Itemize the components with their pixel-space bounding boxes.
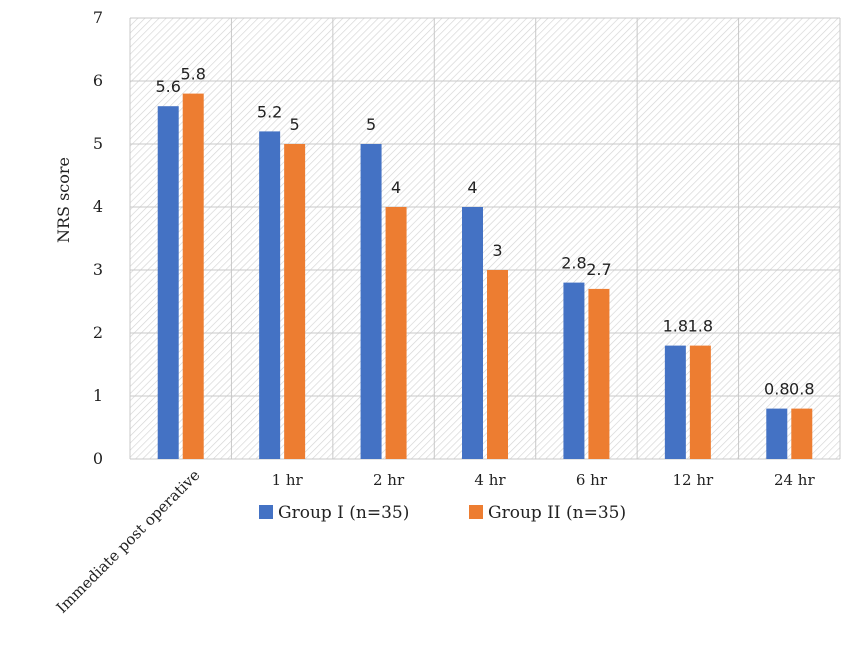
y-axis-label: NRS score (54, 157, 73, 243)
bar-series-2 (284, 144, 306, 459)
y-tick-label: 5 (93, 134, 103, 153)
bar-series-1 (664, 345, 686, 459)
data-label: 4 (467, 178, 477, 197)
data-label: 5.6 (155, 77, 180, 96)
bar-series-2 (182, 93, 204, 459)
y-tick-label: 7 (93, 8, 103, 27)
bar-series-1 (259, 131, 281, 459)
bar-series-1 (563, 282, 585, 459)
data-label: 5.8 (180, 65, 205, 84)
data-label: 0.8 (789, 380, 814, 399)
legend-swatch-group-2 (469, 505, 483, 519)
x-tick-label: 4 hr (474, 471, 506, 489)
x-tick-label: 1 hr (272, 471, 304, 489)
y-tick-label: 6 (93, 71, 103, 90)
data-label: 2.7 (586, 260, 611, 279)
y-tick-label: 2 (93, 323, 103, 342)
x-tick-label: Immediate post operative (53, 466, 204, 617)
bar-series-2 (791, 408, 813, 459)
data-label: 2.8 (561, 254, 586, 273)
bar-series-2 (385, 207, 407, 459)
data-label: 1.8 (663, 317, 688, 336)
x-tick-label: 24 hr (774, 471, 816, 489)
x-tick-label: 6 hr (576, 471, 608, 489)
bar-series-2 (487, 270, 508, 459)
bar-series-1 (766, 408, 788, 459)
legend-label-group-2: Group II (n=35) (488, 503, 626, 523)
bar-series-2 (588, 288, 610, 459)
data-label: 5 (290, 115, 300, 134)
bar-series-1 (462, 207, 483, 459)
data-label: 0.8 (764, 380, 789, 399)
bar-series-2 (689, 345, 711, 459)
y-tick-label: 1 (93, 386, 103, 405)
legend: Group I (n=35) Group II (n=35) (259, 503, 626, 523)
data-label: 1.8 (688, 317, 713, 336)
plot-area (130, 18, 840, 459)
bars (157, 93, 813, 459)
bar-series-1 (360, 144, 382, 459)
data-label: 5 (366, 115, 376, 134)
legend-label-group-1: Group I (n=35) (278, 503, 409, 523)
y-tick-label: 3 (93, 260, 103, 279)
x-axis-ticks: Immediate post operative 1 hr 2 hr 4 hr 6 hr… (53, 466, 816, 617)
legend-swatch-group-1 (259, 505, 273, 519)
bar-series-1 (157, 106, 179, 459)
x-tick-label: 12 hr (673, 471, 715, 489)
x-tick-label: 2 hr (373, 471, 405, 489)
data-label: 5.2 (257, 102, 282, 121)
data-label: 3 (492, 241, 502, 260)
gridlines (129, 17, 841, 460)
y-axis-ticks: 0 1 2 3 4 5 6 7 (93, 8, 103, 468)
data-labels: 5.65.8 5.2 5 5 4 4 3 2.8 2.7 1.8 1.8 0.8 0.8 (155, 65, 814, 399)
data-label: 4 (391, 178, 401, 197)
y-tick-label: 4 (93, 197, 103, 216)
y-tick-label: 0 (93, 449, 103, 468)
